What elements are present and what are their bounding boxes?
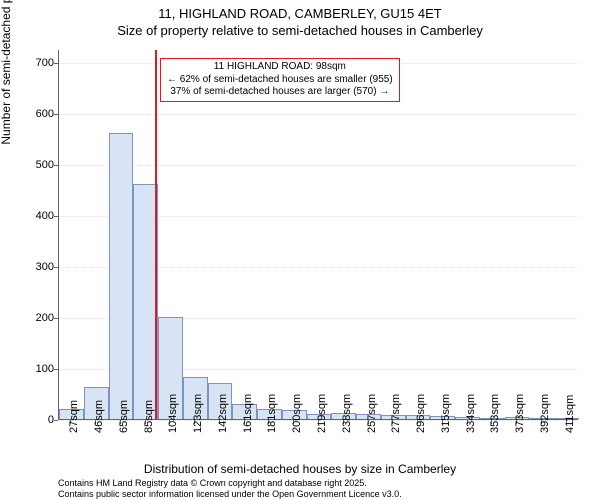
annotation-box: 11 HIGHLAND ROAD: 98sqm ← 62% of semi-de… bbox=[160, 58, 400, 102]
annotation-line: ← 62% of semi-detached houses are smalle… bbox=[167, 74, 393, 87]
y-tick-label: 100 bbox=[14, 363, 54, 375]
annotation-line: 37% of semi-detached houses are larger (… bbox=[167, 86, 393, 99]
annotation-line: 11 HIGHLAND ROAD: 98sqm bbox=[167, 61, 393, 74]
y-tick-mark bbox=[54, 165, 58, 166]
plot-area bbox=[58, 50, 578, 420]
gridline bbox=[59, 114, 578, 115]
y-axis-title: Number of semi-detached properties bbox=[0, 0, 13, 145]
title-block: 11, HIGHLAND ROAD, CAMBERLEY, GU15 4ET S… bbox=[0, 6, 600, 38]
y-tick-label: 500 bbox=[14, 159, 54, 171]
credits-block: Contains HM Land Registry data © Crown c… bbox=[58, 478, 402, 500]
gridline bbox=[59, 165, 578, 166]
y-tick-label: 700 bbox=[14, 57, 54, 69]
y-tick-mark bbox=[54, 216, 58, 217]
y-tick-mark bbox=[54, 420, 58, 421]
y-tick-label: 600 bbox=[14, 108, 54, 120]
y-tick-mark bbox=[54, 114, 58, 115]
chart-title-sub: Size of property relative to semi-detach… bbox=[0, 23, 600, 38]
y-tick-mark bbox=[54, 267, 58, 268]
reference-line bbox=[155, 50, 157, 419]
y-tick-label: 200 bbox=[14, 312, 54, 324]
y-tick-mark bbox=[54, 318, 58, 319]
credits-line: Contains public sector information licen… bbox=[58, 489, 402, 500]
x-axis-title: Distribution of semi-detached houses by … bbox=[0, 462, 600, 476]
y-tick-label: 300 bbox=[14, 261, 54, 273]
y-tick-mark bbox=[54, 63, 58, 64]
chart-title-main: 11, HIGHLAND ROAD, CAMBERLEY, GU15 4ET bbox=[0, 6, 600, 21]
y-tick-label: 400 bbox=[14, 210, 54, 222]
y-tick-mark bbox=[54, 369, 58, 370]
y-tick-label: 0 bbox=[14, 414, 54, 426]
histogram-bar bbox=[109, 133, 134, 419]
credits-line: Contains HM Land Registry data © Crown c… bbox=[58, 478, 402, 489]
chart-container: 11, HIGHLAND ROAD, CAMBERLEY, GU15 4ET S… bbox=[0, 0, 600, 500]
